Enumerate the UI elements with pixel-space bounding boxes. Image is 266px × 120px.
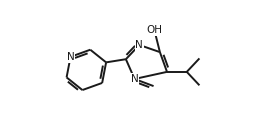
Text: N: N bbox=[131, 74, 139, 84]
Text: N: N bbox=[135, 40, 143, 50]
Text: N: N bbox=[67, 52, 74, 62]
Text: OH: OH bbox=[146, 25, 162, 35]
